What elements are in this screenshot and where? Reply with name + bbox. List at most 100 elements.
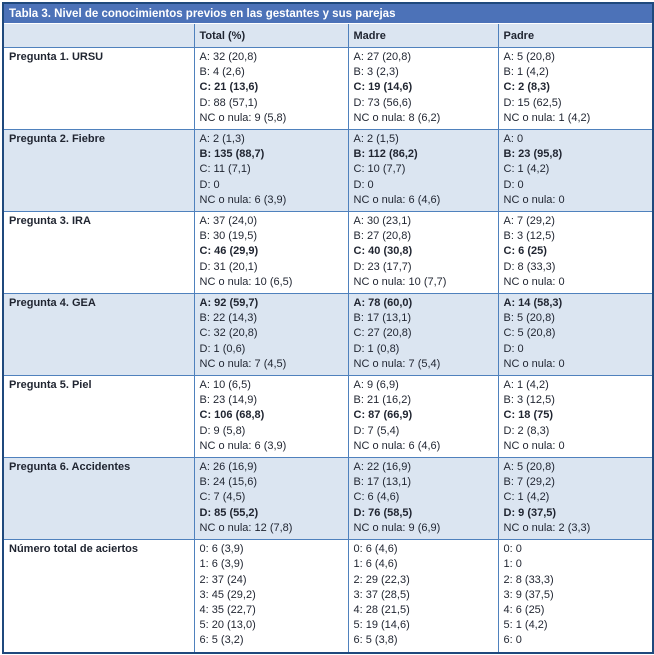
data-cell-total: A: 37 (24,0) B: 30 (19,5) C: 46 (29,9) D: 3… [193,211,349,295]
row-label: Número total de aciertos [2,539,195,654]
table-title-row: Tabla 3. Nivel de conocimientos previos … [3,3,654,24]
answer-line: C: 106 (68,8) [199,409,265,422]
answer-line: D: 8 (33,3) [503,260,556,273]
answer-line: C: 27 (20,8) [353,327,412,340]
answer-line: D: 31 (20,1) [199,260,258,273]
answer-line: NC o nula: 9 (5,8) [199,111,287,124]
answer-line: A: 37 (24,0) [199,215,257,228]
data-cell-padre: 0: 0 1: 0 2: 8 (33,3) 3: 9 (37,5) 4: 6 (25) 5… [497,539,654,654]
answer-line: A: 5 (20,8) [503,461,555,474]
answer-line: D: 73 (56,6) [353,96,412,109]
data-cell-total: A: 2 (1,3) B: 135 (88,7) C: 11 (7,1) D: 0 NC… [193,129,349,213]
answer-line: C: 2 (8,3) [503,81,550,94]
answer-line: 6: 5 (3,2) [199,634,244,647]
answer-line: A: 92 (59,7) [199,297,259,310]
answer-line: 0: 0 [503,543,522,556]
data-cell-total: A: 10 (6,5) B: 23 (14,9) C: 106 (68,8) D: 9… [193,375,349,459]
column-header-madre: Madre [347,23,499,48]
column-header-empty [2,23,195,48]
answer-line: NC o nula: 9 (6,9) [353,521,441,534]
answer-line: B: 1 (4,2) [503,66,549,79]
answer-line: A: 2 (1,3) [199,133,245,146]
answer-line: NC o nula: 1 (4,2) [503,111,591,124]
answer-line: B: 27 (20,8) [353,230,411,243]
answer-line: C: 10 (7,7) [353,163,406,176]
answer-line: C: 19 (14,6) [353,81,413,94]
answer-line: D: 76 (58,5) [353,506,413,519]
row-label: Pregunta 6. Accidentes [2,457,195,541]
answer-line: D: 7 (5,4) [353,424,400,437]
answer-line: 2: 37 (24) [199,573,247,586]
answer-line: D: 0 [353,178,374,191]
answer-line: NC o nula: 0 [503,275,565,288]
row-label: Pregunta 5. Piel [2,375,195,459]
answer-line: 2: 8 (33,3) [503,573,554,586]
answer-line: D: 2 (8,3) [503,424,550,437]
answer-line: C: 5 (20,8) [503,327,556,340]
answer-line: B: 23 (95,8) [503,148,563,161]
answer-line: 4: 6 (25) [503,603,545,616]
data-cell-madre: A: 22 (16,9) B: 17 (13,1) C: 6 (4,6) D: 76 … [347,457,499,541]
answer-line: C: 87 (66,9) [353,409,413,422]
answer-line: NC o nula: 8 (6,2) [353,111,441,124]
answer-line: D: 9 (5,8) [199,424,246,437]
answer-line: NC o nula: 6 (3,9) [199,439,287,452]
answer-line: B: 21 (16,2) [353,394,411,407]
answer-line: B: 23 (14,9) [199,394,257,407]
answer-line: C: 1 (4,2) [503,163,550,176]
row-label: Pregunta 3. IRA [2,211,195,295]
answer-line: D: 85 (55,2) [199,506,259,519]
answer-line: 5: 20 (13,0) [199,619,256,632]
answer-line: A: 26 (16,9) [199,461,257,474]
answer-line: B: 30 (19,5) [199,230,257,243]
answer-line: C: 11 (7,1) [199,163,251,176]
answer-line: C: 6 (25) [503,245,547,258]
answer-line: A: 10 (6,5) [199,379,251,392]
answer-line: D: 0 [199,178,220,191]
row-label: Pregunta 4. GEA [2,293,195,377]
answer-line: 6: 0 [503,634,522,647]
answer-line: NC o nula: 10 (7,7) [353,275,447,288]
answer-line: C: 6 (4,6) [353,491,400,504]
answer-line: B: 17 (13,1) [353,476,411,489]
answer-line: 4: 28 (21,5) [353,603,410,616]
answer-line: B: 22 (14,3) [199,312,257,325]
answer-line: C: 46 (29,9) [199,245,259,258]
answer-line: D: 0 [503,342,524,355]
data-cell-padre: A: 14 (58,3) B: 5 (20,8) C: 5 (20,8) D: 0 NC… [497,293,654,377]
answer-line: 1: 6 (3,9) [199,558,244,571]
data-cell-madre: A: 9 (6,9) B: 21 (16,2) C: 87 (66,9) D: 7 (… [347,375,499,459]
answer-line: B: 4 (2,6) [199,66,245,79]
answer-line: NC o nula: 12 (7,8) [199,521,293,534]
answer-line: A: 14 (58,3) [503,297,563,310]
answer-line: NC o nula: 7 (4,5) [199,357,287,370]
table-row: Pregunta 2. Fiebre A: 2 (1,3) B: 135 (88,7… [2,129,654,213]
answer-line: 1: 6 (4,6) [353,558,398,571]
answer-line: A: 27 (20,8) [353,51,411,63]
answer-line: B: 5 (20,8) [503,312,555,325]
answer-line: 5: 19 (14,6) [353,619,410,632]
answer-line: 0: 6 (4,6) [353,543,398,556]
row-label: Pregunta 1. URSU [2,46,195,131]
answer-line: D: 88 (57,1) [199,96,258,109]
table-header-row: Total (%) Madre Padre [2,23,654,48]
data-cell-padre: A: 1 (4,2) B: 3 (12,5) C: 18 (75) D: 2 (8,3… [497,375,654,459]
answer-line: 0: 6 (3,9) [199,543,244,556]
answer-line: D: 9 (37,5) [503,506,557,519]
table-row: Pregunta 4. GEA A: 92 (59,7) B: 22 (14,3) C… [2,293,654,377]
row-label: Pregunta 2. Fiebre [2,129,195,213]
answer-line: A: 5 (20,8) [503,51,555,63]
answer-line: NC o nula: 0 [503,193,565,206]
answer-line: NC o nula: 2 (3,3) [503,521,591,534]
answer-line: C: 21 (13,6) [199,81,259,94]
answer-line: NC o nula: 7 (5,4) [353,357,441,370]
table-body: Pregunta 1. URSU A: 32 (20,8) B: 4 (2,6) C:… [2,46,654,654]
answer-line: C: 40 (30,8) [353,245,413,258]
table-row: Pregunta 3. IRA A: 37 (24,0) B: 30 (19,5) C… [2,211,654,295]
answer-line: NC o nula: 6 (3,9) [199,193,287,206]
answer-line: A: 22 (16,9) [353,461,411,474]
table-row: Pregunta 5. Piel A: 10 (6,5) B: 23 (14,9) C… [2,375,654,459]
answer-line: B: 3 (12,5) [503,394,555,407]
answer-line: A: 0 [503,133,524,146]
answer-line: D: 0 [503,178,524,191]
